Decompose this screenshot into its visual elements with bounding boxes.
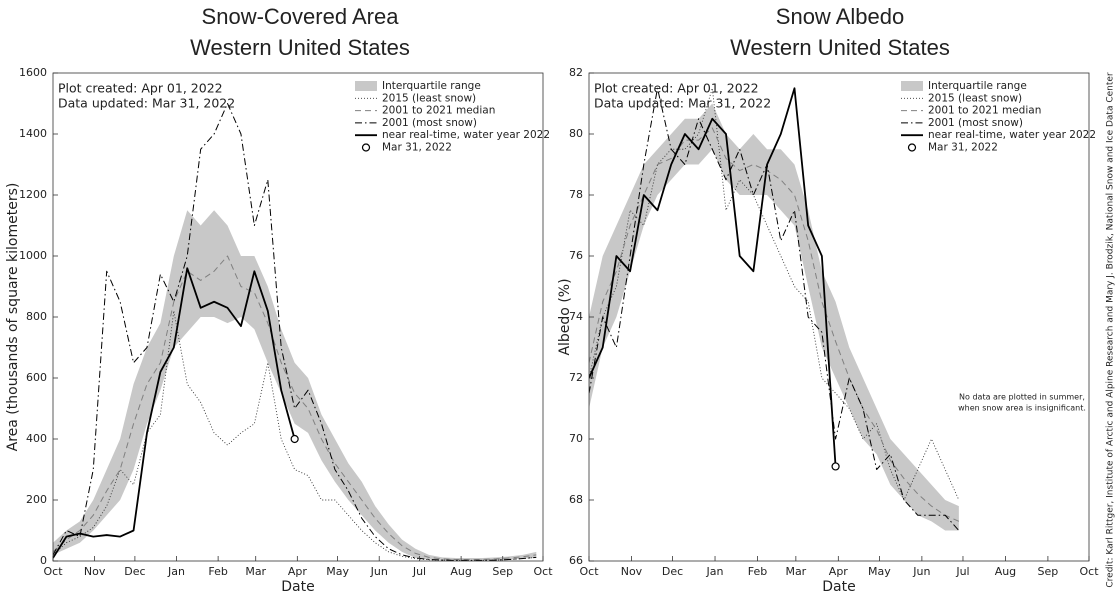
series-line: [589, 87, 960, 501]
legend-swatch: [355, 81, 377, 91]
legend-swatch: [361, 143, 371, 152]
y-tick-label: 82: [569, 66, 583, 79]
legend-label: Mar 31, 2022: [382, 142, 452, 154]
legend-swatch: [907, 143, 917, 152]
legend-label: 2015 (least snow): [382, 92, 476, 104]
x-tick-label: Oct: [533, 565, 553, 578]
annotation: Plot created: Apr 01, 2022: [594, 81, 759, 96]
legend-label: near real-time, water year 2022: [382, 129, 550, 141]
series-line: [589, 87, 837, 467]
annotation: Data updated: Mar 31, 2022: [58, 96, 235, 111]
x-tick-label: Mar: [245, 565, 266, 578]
legend-swatch: [901, 81, 923, 91]
y-tick-label: 1200: [19, 188, 47, 201]
x-tick-label: Oct: [43, 565, 63, 578]
series-line: [53, 103, 537, 561]
y-tick-label: 80: [569, 127, 583, 140]
y-tick-label: 0: [40, 554, 47, 567]
y-tick-label: 800: [26, 310, 47, 323]
x-tick-label: Aug: [995, 565, 1016, 578]
y-axis-label: Albedo (%): [557, 278, 573, 355]
note: when snow area is insignificant.: [958, 404, 1086, 413]
x-tick-label: Dec: [124, 565, 145, 578]
y-tick-label: 78: [569, 188, 583, 201]
y-tick-label: 200: [26, 493, 47, 506]
legend-label: 2001 to 2021 median: [928, 105, 1041, 117]
marker: [831, 462, 840, 471]
legend-label: 2001 (most snow): [382, 117, 477, 129]
y-tick-label: 600: [26, 371, 47, 384]
legend-label: 2001 (most snow): [928, 117, 1023, 129]
y-tick-label: 1000: [19, 249, 47, 262]
plot-area: [589, 87, 960, 531]
iqr-band: [589, 103, 959, 531]
series-line: [589, 127, 960, 522]
legend-label: Interquartile range: [928, 80, 1027, 92]
y-tick-label: 66: [569, 554, 583, 567]
x-tick-label: Jan: [167, 565, 185, 578]
x-axis-label: Date: [822, 579, 855, 593]
y-tick-label: 68: [569, 493, 583, 506]
y-tick-label: 400: [26, 432, 47, 445]
x-tick-label: Nov: [84, 565, 106, 578]
iqr-band: [53, 210, 537, 561]
y-tick-label: 1600: [19, 66, 47, 79]
annotation: Plot created: Apr 01, 2022: [58, 81, 223, 96]
legend-label: 2015 (least snow): [928, 92, 1022, 104]
x-tick-label: Nov: [621, 565, 643, 578]
x-tick-label: Aug: [450, 565, 471, 578]
x-tick-label: Oct: [579, 565, 599, 578]
y-tick-label: 76: [569, 249, 583, 262]
legend-label: 2001 to 2021 median: [382, 105, 495, 117]
series-line: [589, 87, 960, 531]
chart-title: Snow Albedo: [776, 4, 904, 29]
marker: [290, 434, 299, 444]
chart-subtitle: Western United States: [730, 35, 950, 60]
x-tick-label: Feb: [748, 565, 767, 578]
x-tick-label: Sep: [492, 565, 513, 578]
x-tick-label: Mar: [785, 565, 806, 578]
annotation: Data updated: Mar 31, 2022: [594, 96, 771, 111]
legend-label: Interquartile range: [382, 80, 481, 92]
legend-label: near real-time, water year 2022: [928, 129, 1096, 141]
x-tick-label: Jan: [706, 565, 724, 578]
x-tick-label: Dec: [662, 565, 683, 578]
x-tick-label: Jun: [370, 565, 388, 578]
y-tick-label: 70: [569, 432, 583, 445]
x-axis-label: Date: [281, 579, 314, 593]
series-line: [53, 255, 537, 560]
x-tick-label: Jul: [955, 565, 969, 578]
y-axis-label: Area (thousands of square kilometers): [5, 183, 21, 452]
y-tick-label: 74: [569, 310, 583, 323]
y-tick-label: 1400: [19, 127, 47, 140]
chart-title: Snow-Covered Area: [202, 4, 400, 29]
axes-box: [52, 72, 544, 562]
note: No data are plotted in summer,: [959, 393, 1085, 402]
series-line: [53, 267, 296, 559]
x-tick-label: May: [326, 565, 349, 578]
x-tick-label: Feb: [208, 565, 227, 578]
x-tick-label: Oct: [1079, 565, 1099, 578]
legend-label: Mar 31, 2022: [928, 142, 998, 154]
x-tick-label: Apr: [288, 565, 308, 578]
chart-subtitle: Western United States: [190, 35, 410, 60]
x-tick-label: Jul: [412, 565, 426, 578]
x-tick-label: Sep: [1038, 565, 1059, 578]
x-tick-label: May: [868, 565, 891, 578]
x-tick-label: Apr: [829, 565, 849, 578]
y-tick-label: 72: [569, 371, 583, 384]
plot-area: [53, 103, 537, 561]
credit: Credit: Karl Rittger, Institute of Arcti…: [1106, 72, 1116, 588]
x-tick-label: Jun: [912, 565, 930, 578]
